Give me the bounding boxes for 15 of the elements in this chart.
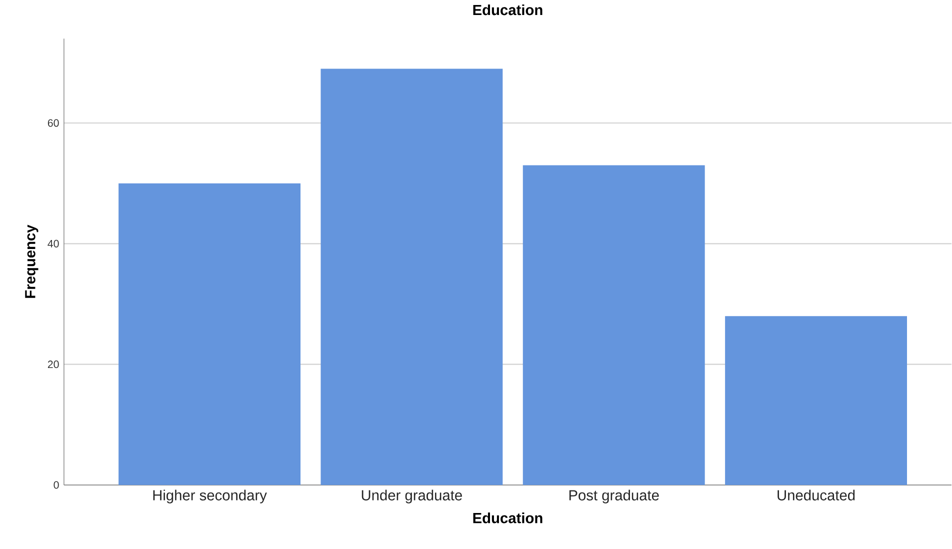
- x-tick-label: Under graduate: [362, 490, 462, 504]
- y-tick-label: 40: [48, 240, 59, 248]
- y-axis-title: Frequency: [25, 224, 38, 298]
- y-tick-label: 0: [54, 481, 59, 489]
- x-tick-label: Post graduate: [569, 490, 659, 504]
- bar: [522, 165, 705, 486]
- bar: [118, 183, 301, 486]
- x-axis-title: Education: [473, 512, 542, 524]
- x-tick-label: Uneducated: [778, 490, 855, 500]
- chart-title: Education: [473, 4, 542, 16]
- x-tick-label: Higher secondary: [153, 490, 267, 504]
- y-tick-label: 60: [48, 119, 59, 127]
- bar: [725, 316, 908, 486]
- y-tick-label: 20: [48, 360, 59, 368]
- bar: [320, 68, 503, 486]
